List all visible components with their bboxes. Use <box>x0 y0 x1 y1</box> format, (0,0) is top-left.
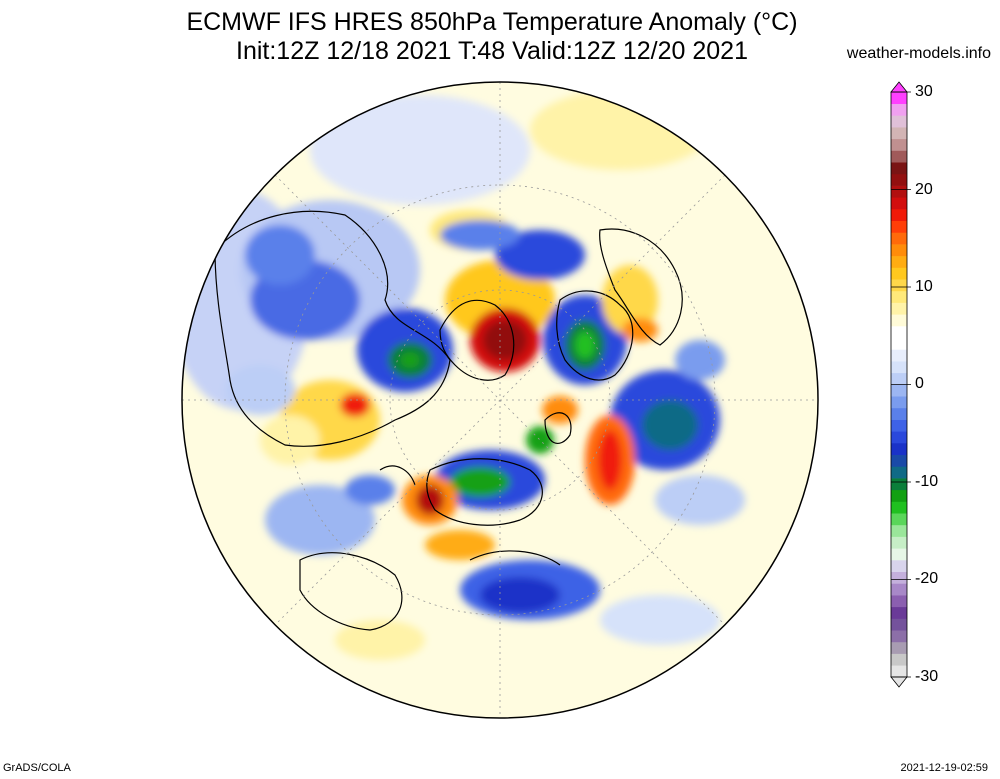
colorbar-tick-label: 10 <box>915 278 933 295</box>
hemisphere-disk <box>182 82 818 718</box>
coastlines <box>214 210 683 631</box>
colorbar-segment <box>891 127 907 140</box>
colorbar-segment <box>891 138 907 151</box>
colorbar-segment <box>891 618 907 631</box>
colorbar-segment <box>891 162 907 175</box>
colorbar-segment <box>891 443 907 455</box>
colorbar-tick-label: 30 <box>915 83 933 100</box>
colorbar-tick-label: -30 <box>915 668 939 685</box>
colorbar-segment <box>891 337 907 350</box>
colorbar-max-arrow <box>890 81 908 93</box>
colorbar-segment <box>891 653 907 666</box>
colorbar-segment <box>891 255 907 268</box>
site-label: weather-models.info <box>846 45 991 62</box>
colorbar-segment <box>891 419 907 432</box>
title-line-1: ECMWF IFS HRES 850hPa Temperature Anomal… <box>186 8 798 36</box>
colorbar-segment <box>891 536 907 549</box>
colorbar <box>890 81 911 688</box>
colorbar-segment <box>891 220 907 233</box>
colorbar-segment <box>891 571 907 584</box>
colorbar-segment <box>891 314 907 327</box>
colorbar-segment <box>891 489 907 502</box>
colorbar-segment <box>891 103 907 116</box>
colorbar-segment <box>891 501 907 514</box>
colorbar-segment <box>891 641 907 654</box>
colorbar-min-arrow <box>890 676 908 688</box>
disk-border <box>181 81 819 719</box>
colorbar-segment <box>891 630 907 643</box>
colorbar-segment <box>891 267 907 280</box>
colorbar-segment <box>891 150 907 163</box>
colorbar-segment <box>891 302 907 315</box>
colorbar-segment <box>891 185 907 198</box>
colorbar-segment <box>891 595 907 608</box>
colorbar-segment <box>891 560 907 572</box>
colorbar-segment <box>891 384 907 397</box>
colorbar-segment <box>891 583 907 596</box>
colorbar-tick-label: -10 <box>915 473 939 490</box>
colorbar-segment <box>891 115 907 128</box>
colorbar-segment <box>891 407 907 420</box>
colorbar-segment <box>891 290 907 303</box>
colorbar-segment <box>891 548 907 561</box>
colorbar-segment <box>891 209 907 221</box>
colorbar-segment <box>891 232 907 245</box>
colorbar-segment <box>891 326 907 338</box>
graticule <box>182 82 818 718</box>
footer-timestamp: 2021-12-19-02:59 <box>900 762 988 774</box>
colorbar-segment <box>891 197 907 210</box>
colorbar-segment <box>891 431 907 444</box>
colorbar-tick-label: -20 <box>915 570 939 587</box>
title-line-2: Init:12Z 12/18 2021 T:48 Valid:12Z 12/20… <box>236 37 748 65</box>
colorbar-segment <box>891 606 907 619</box>
colorbar-segment <box>891 173 907 186</box>
colorbar-segment <box>891 396 907 409</box>
colorbar-tick-label: 0 <box>915 375 924 392</box>
colorbar-segment <box>891 244 907 257</box>
colorbar-segment <box>891 524 907 537</box>
footer-credit: GrADS/COLA <box>3 762 71 774</box>
colorbar-segment <box>891 513 907 526</box>
colorbar-segment <box>891 454 907 467</box>
colorbar-segment <box>891 279 907 292</box>
colorbar-segment <box>891 349 907 362</box>
colorbar-segment <box>891 466 907 479</box>
colorbar-tick-label: 20 <box>915 181 933 198</box>
colorbar-segment <box>891 372 907 385</box>
colorbar-segment <box>891 92 907 104</box>
colorbar-segment <box>891 665 907 678</box>
colorbar-segment <box>891 478 907 491</box>
colorbar-segment <box>891 361 907 374</box>
